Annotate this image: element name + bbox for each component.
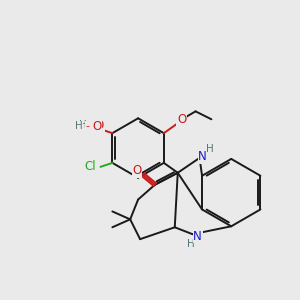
Text: H: H [187, 239, 194, 249]
Text: H: H [75, 121, 83, 131]
Text: -: - [90, 119, 95, 132]
Text: H: H [206, 144, 213, 154]
Text: Cl: Cl [85, 160, 96, 173]
Text: N: N [193, 230, 202, 243]
Text: -: - [85, 121, 90, 131]
Text: N: N [198, 150, 207, 164]
Text: O: O [92, 120, 101, 133]
Text: O: O [133, 164, 142, 177]
Text: O: O [95, 119, 104, 132]
Text: O: O [177, 113, 186, 126]
Text: H: H [79, 120, 86, 130]
